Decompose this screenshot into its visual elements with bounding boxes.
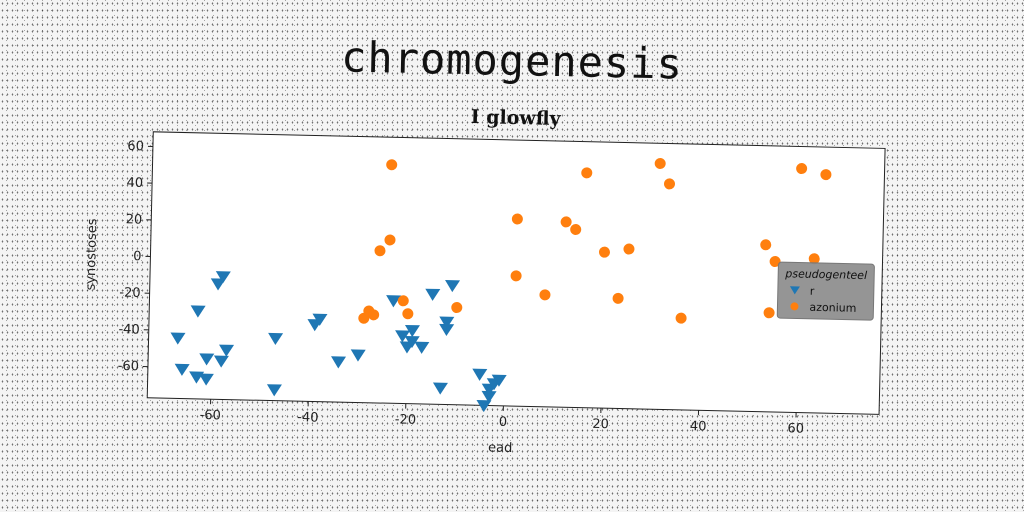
point-r <box>425 288 441 301</box>
point-r <box>190 305 206 318</box>
legend-marker-azonium <box>790 302 799 311</box>
point-azonium <box>763 307 775 319</box>
point-azonium <box>769 256 781 268</box>
x-tick-label: 60 <box>787 421 804 436</box>
point-r <box>491 374 507 387</box>
point-azonium <box>612 292 624 304</box>
point-r <box>199 353 215 366</box>
point-azonium <box>368 309 380 321</box>
point-azonium <box>623 243 635 255</box>
point-azonium <box>539 289 551 301</box>
point-r <box>312 313 328 326</box>
point-r <box>174 363 190 376</box>
legend-title: pseudogenteel <box>784 267 867 282</box>
y-tick-label: 40 <box>126 176 143 191</box>
point-azonium <box>808 253 820 265</box>
point-r <box>395 330 411 343</box>
legend-box <box>776 261 875 321</box>
point-r <box>414 341 430 354</box>
point-r <box>439 323 455 337</box>
point-azonium <box>760 239 772 251</box>
point-azonium <box>451 302 463 314</box>
y-tick-label: -40 <box>118 322 140 337</box>
point-r <box>170 332 186 345</box>
legend-label-azonium: azonium <box>809 301 856 315</box>
x-tick-label: -40 <box>297 410 319 425</box>
point-azonium <box>675 312 687 324</box>
y-tick-label: -60 <box>118 359 140 374</box>
point-azonium <box>820 169 832 181</box>
point-r <box>198 373 214 386</box>
point-azonium <box>510 270 522 282</box>
x-axis-label: ead <box>488 441 513 457</box>
x-tick-label: 0 <box>499 415 508 430</box>
point-azonium <box>402 308 414 320</box>
x-tick-label: 40 <box>690 419 707 434</box>
point-r <box>331 356 347 369</box>
x-tick-label: 20 <box>592 417 609 432</box>
point-azonium <box>560 216 572 228</box>
y-tick-label: 60 <box>127 139 144 154</box>
y-axis-label: synostoses <box>84 218 101 291</box>
chart-subtitle: I glowfly <box>470 106 561 130</box>
point-azonium <box>570 223 582 235</box>
y-tick-label: 0 <box>133 249 142 264</box>
point-r <box>481 390 497 404</box>
point-r <box>445 279 461 293</box>
point-azonium <box>581 167 593 179</box>
point-azonium <box>654 158 666 170</box>
point-azonium <box>511 213 523 225</box>
y-tick-label: -20 <box>119 286 141 301</box>
point-azonium <box>384 234 396 246</box>
point-r <box>213 355 229 368</box>
point-r <box>404 324 420 338</box>
point-r <box>215 271 231 284</box>
legend-marker-r <box>789 286 800 295</box>
point-r <box>404 335 420 349</box>
point-r <box>472 368 488 381</box>
point-azonium <box>386 159 398 171</box>
point-r <box>266 384 282 397</box>
point-r <box>439 316 455 329</box>
x-tick-label: -20 <box>395 412 417 427</box>
data-points <box>170 158 832 413</box>
point-r <box>386 295 402 308</box>
legend: pseudogenteel r azonium <box>776 261 875 321</box>
point-r <box>219 344 235 357</box>
point-azonium <box>397 295 409 307</box>
point-azonium <box>374 245 386 257</box>
y-axis: 60 40 20 0 -20 -40 -60 <box>118 139 153 374</box>
x-tick-label: -60 <box>199 408 221 423</box>
point-r <box>268 332 284 346</box>
point-r <box>476 399 492 413</box>
legend-label-r: r <box>810 285 815 298</box>
point-azonium <box>796 163 808 175</box>
y-tick-label: 20 <box>126 212 143 227</box>
point-azonium <box>664 178 676 190</box>
x-axis: -60 -40 -20 0 20 40 60 <box>199 399 804 437</box>
point-r <box>432 382 448 395</box>
point-r <box>350 349 366 362</box>
point-azonium <box>598 246 610 258</box>
